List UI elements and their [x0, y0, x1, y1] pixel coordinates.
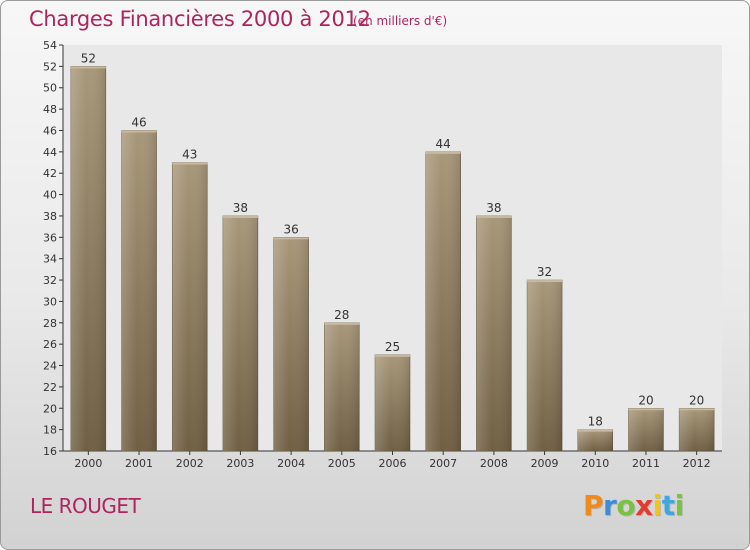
- value-label-2012: 20: [689, 393, 704, 407]
- y-tick-label: 50: [43, 82, 57, 95]
- y-tick-label: 28: [43, 317, 57, 330]
- place-name: LE ROUGET: [30, 494, 141, 518]
- y-tick-label: 44: [43, 146, 57, 159]
- bar-shine-2010: [577, 429, 613, 451]
- labels-group: 52 2000 46 2001 43 2002 38 2003 36 2004 28 2005 25 20…: [74, 51, 710, 470]
- y-tick-label: 30: [43, 295, 57, 308]
- value-label-2010: 18: [588, 415, 603, 429]
- bar-top-2001: [121, 130, 157, 133]
- y-tick-label: 16: [43, 445, 57, 458]
- bar-shine-2007: [425, 151, 461, 451]
- bar-top-2011: [628, 408, 664, 411]
- x-tick-label-2009: 2009: [531, 457, 559, 470]
- value-label-2002: 43: [182, 148, 197, 162]
- y-tick-label: 52: [43, 60, 57, 73]
- bar-top-2002: [172, 162, 208, 165]
- y-tick-label: 38: [43, 210, 57, 223]
- bar-shine-2009: [527, 280, 563, 451]
- bar-shine-2000: [70, 66, 106, 452]
- value-label-2009: 32: [537, 265, 552, 279]
- bar-shine-2006: [375, 354, 410, 451]
- value-label-2005: 28: [334, 308, 349, 322]
- bar-top-2006: [375, 354, 410, 357]
- value-label-2006: 25: [385, 340, 400, 354]
- y-tick-label: 20: [43, 402, 57, 415]
- x-tick-label-2002: 2002: [176, 457, 204, 470]
- bar-shine-2005: [324, 322, 360, 451]
- bar-shine-2012: [679, 408, 715, 451]
- value-label-2001: 46: [131, 115, 146, 129]
- y-tick-label: 48: [43, 103, 57, 116]
- x-tick-label-2004: 2004: [277, 457, 305, 470]
- x-tick-label-2011: 2011: [632, 457, 660, 470]
- value-label-2003: 38: [233, 201, 248, 215]
- y-tick-label: 46: [43, 124, 57, 137]
- y-tick-label: 22: [43, 381, 57, 394]
- x-tick-label-2007: 2007: [429, 457, 457, 470]
- x-tick-label-2008: 2008: [480, 457, 508, 470]
- x-tick-label-2012: 2012: [683, 457, 711, 470]
- y-tick-label: 26: [43, 338, 57, 351]
- x-tick-label-2010: 2010: [581, 457, 609, 470]
- y-tick-label: 18: [43, 424, 57, 437]
- y-tick-label: 42: [43, 167, 57, 180]
- value-label-2000: 52: [81, 51, 96, 65]
- bar-top-2000: [70, 66, 106, 69]
- bar-top-2003: [222, 215, 258, 218]
- bar-shine-2003: [222, 215, 258, 451]
- y-tick-label: 24: [43, 360, 57, 373]
- y-tick-label: 36: [43, 231, 57, 244]
- chart-title: Charges Financières 2000 à 2012: [29, 7, 371, 31]
- bar-shine-2001: [121, 130, 157, 451]
- bar-top-2007: [425, 151, 461, 154]
- value-label-2008: 38: [486, 201, 501, 215]
- x-tick-label-2001: 2001: [125, 457, 153, 470]
- value-label-2004: 36: [283, 222, 298, 236]
- bar-top-2005: [324, 322, 360, 325]
- y-tick-label: 34: [43, 253, 57, 266]
- x-tick-label-2003: 2003: [226, 457, 254, 470]
- bar-shine-2002: [172, 162, 208, 452]
- bar-shine-2011: [628, 408, 664, 451]
- bars-group: [70, 66, 715, 452]
- y-tick-label: 54: [43, 39, 57, 52]
- bar-top-2009: [527, 280, 563, 283]
- proxiti-logo[interactable]: Proxiti: [583, 489, 684, 522]
- y-tick-label: 40: [43, 189, 57, 202]
- x-tick-label-2006: 2006: [379, 457, 407, 470]
- x-tick-label-2005: 2005: [328, 457, 356, 470]
- bar-shine-2008: [476, 215, 512, 451]
- x-tick-label-2000: 2000: [74, 457, 102, 470]
- bar-top-2012: [679, 408, 715, 411]
- value-label-2007: 44: [436, 137, 451, 151]
- bar-top-2010: [577, 429, 613, 432]
- value-label-2011: 20: [638, 393, 653, 407]
- chart-subtitle: (en milliers d'€): [353, 14, 448, 28]
- bar-top-2008: [476, 215, 512, 218]
- y-tick-label: 32: [43, 274, 57, 287]
- bar-shine-2004: [273, 237, 309, 451]
- bar-top-2004: [273, 237, 309, 240]
